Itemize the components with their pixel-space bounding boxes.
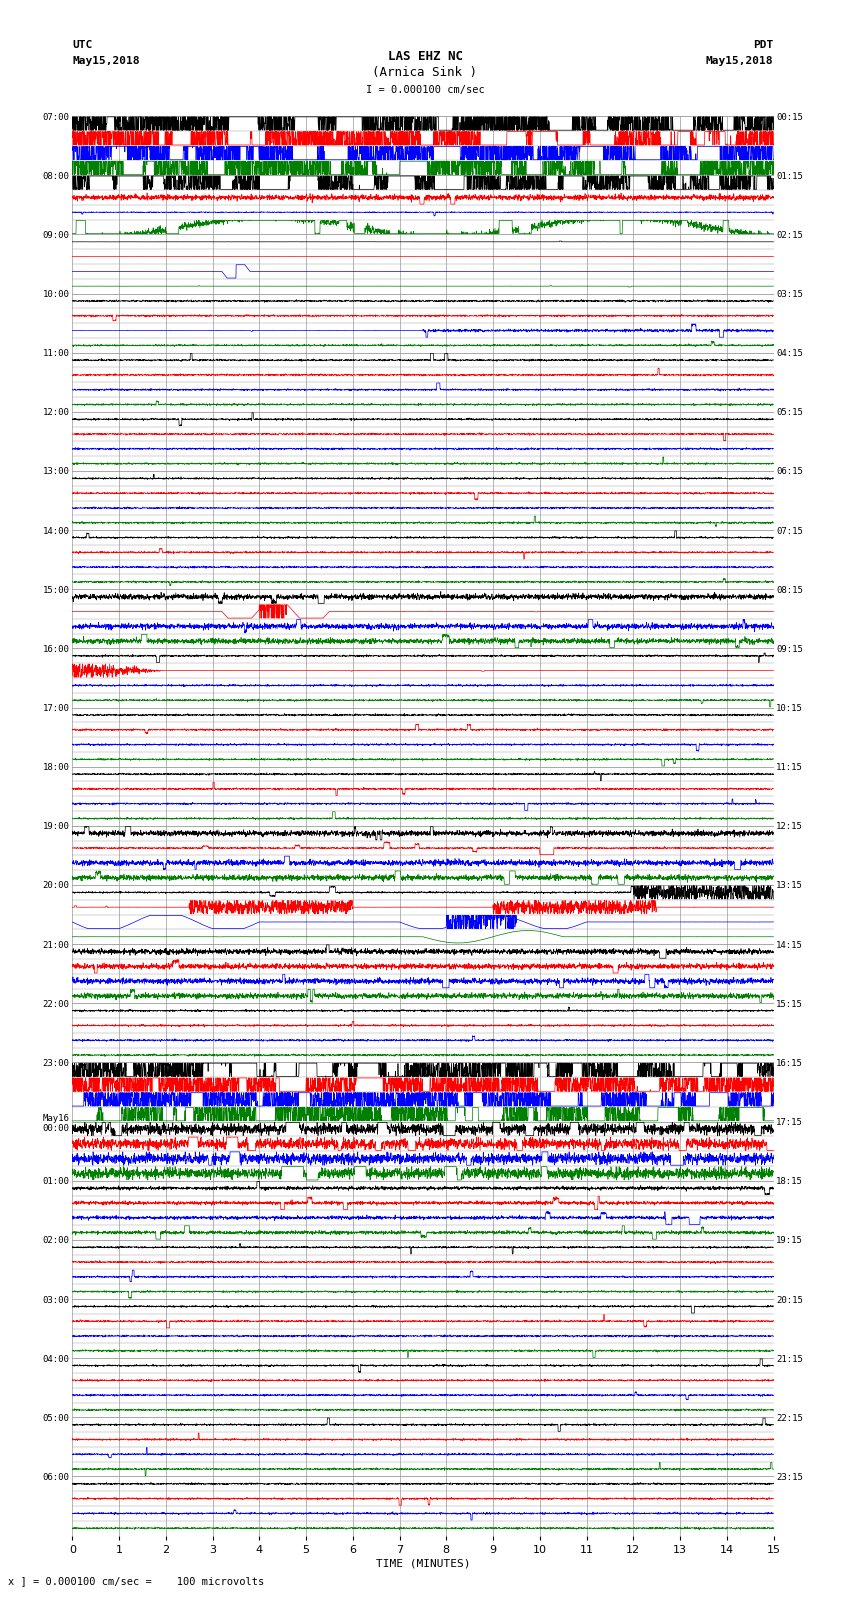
Text: May15,2018: May15,2018 bbox=[72, 56, 139, 66]
X-axis label: TIME (MINUTES): TIME (MINUTES) bbox=[376, 1558, 470, 1569]
Text: May15,2018: May15,2018 bbox=[706, 56, 774, 66]
Text: PDT: PDT bbox=[753, 40, 774, 50]
Text: x ] = 0.000100 cm/sec =    100 microvolts: x ] = 0.000100 cm/sec = 100 microvolts bbox=[8, 1576, 264, 1586]
Text: (Arnica Sink ): (Arnica Sink ) bbox=[372, 66, 478, 79]
Text: UTC: UTC bbox=[72, 40, 93, 50]
Text: I = 0.000100 cm/sec: I = 0.000100 cm/sec bbox=[366, 85, 484, 95]
Text: LAS EHZ NC: LAS EHZ NC bbox=[388, 50, 462, 63]
